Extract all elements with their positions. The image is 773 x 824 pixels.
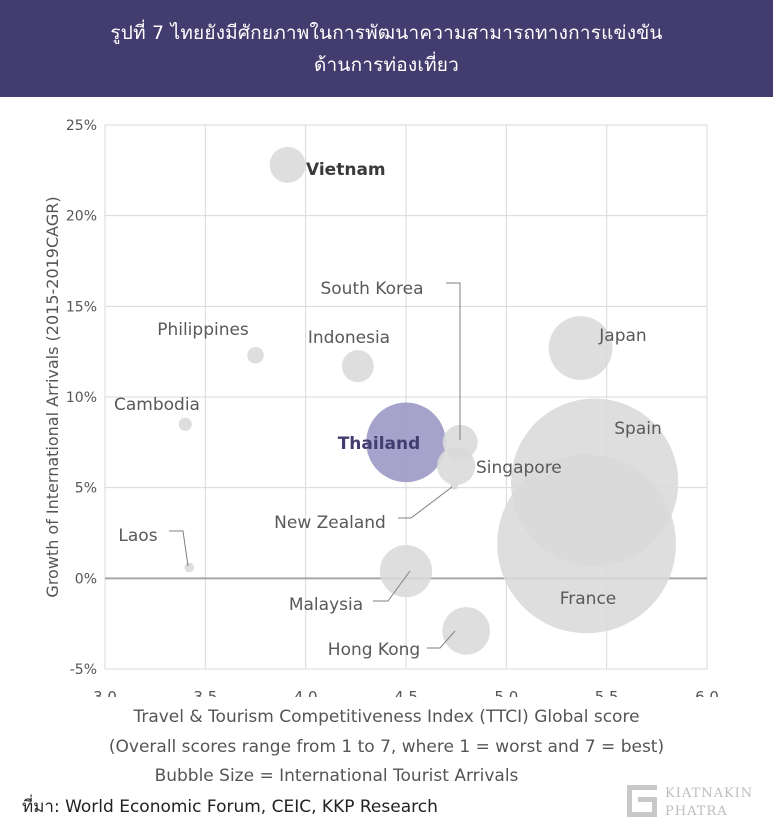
data-label-new-zealand: New Zealand — [274, 513, 386, 533]
leader-line-malaysia — [373, 570, 411, 602]
y-tick-label: 20% — [66, 209, 97, 225]
bubble-malaysia — [379, 544, 433, 598]
y-tick-label: 0% — [75, 571, 97, 587]
x-tick-label: 4.0 — [294, 688, 318, 697]
x-axis-label-line-1: Travel & Tourism Competitiveness Index (… — [133, 707, 640, 727]
bubble-laos — [184, 562, 195, 573]
x-tick-label: 6.0 — [695, 688, 719, 697]
kiatnakin-phatra-logo: KIATNAKIN PHATRA — [627, 785, 753, 819]
y-tick-label: 5% — [75, 481, 97, 497]
leader-line-laos — [169, 530, 189, 567]
x-tick-label: 3.5 — [193, 688, 217, 697]
leader-line-hong-kong — [427, 630, 456, 649]
x-tick-label: 3.0 — [93, 688, 117, 697]
x-tick-label: 5.5 — [595, 688, 619, 697]
bubble-south-korea — [442, 424, 478, 460]
data-label-malaysia: Malaysia — [289, 595, 363, 615]
bubble-size-note: Bubble Size = International Tourist Arri… — [154, 766, 519, 786]
data-label-south-korea: South Korea — [320, 279, 423, 299]
data-label-singapore: Singapore — [476, 458, 562, 478]
data-label-france: France — [560, 589, 617, 609]
bubble-thailand — [366, 402, 446, 483]
bubble-hong-kong — [442, 607, 491, 655]
data-label-laos: Laos — [118, 526, 157, 546]
data-label-cambodia: Cambodia — [114, 395, 200, 415]
bubble-new-zealand — [450, 481, 459, 490]
bubble-chart: 3.0 3.5 4.0 4.5 5.0 5.5 6.0 25% 20% 15% 10% 5% 0% -5%… — [43, 118, 719, 697]
data-label-philippines: Philippines — [157, 320, 249, 340]
data-label-thailand: Thailand — [338, 434, 421, 454]
x-axis-label-line-2: (Overall scores range from 1 to 7, where… — [108, 737, 665, 757]
y-axis-label: Growth of International Arrivals (2015-2… — [43, 196, 62, 597]
y-tick-label: -5% — [70, 662, 97, 678]
data-label-vietnam: Vietnam — [306, 160, 386, 180]
bubble-vietnam — [269, 146, 306, 183]
data-label-spain: Spain — [614, 419, 662, 439]
data-label-indonesia: Indonesia — [308, 328, 390, 348]
bubble-indonesia — [341, 350, 374, 383]
x-tick-label: 5.0 — [494, 688, 518, 697]
chart-title-line-1: รูปที่ 7 ไทยยังมีศักยภาพในการพัฒนาความสา… — [110, 21, 663, 44]
logo-line-2: PHATRA — [665, 804, 728, 819]
chart-title-line-2: ด้านการท่องเที่ยว — [313, 53, 459, 76]
data-label-hong-kong: Hong Kong — [328, 640, 420, 660]
bubble-spain — [510, 398, 679, 566]
bubble-philippines — [247, 346, 264, 364]
title-banner: รูปที่ 7 ไทยยังมีศักยภาพในการพัฒนาความสา… — [0, 0, 773, 97]
bubble-japan — [548, 316, 613, 380]
y-tick-label: 15% — [66, 299, 97, 315]
source-note: ที่มา: World Economic Forum, CEIC, KKP R… — [22, 797, 438, 817]
data-label-japan: Japan — [598, 326, 646, 346]
leader-line-south-korea — [446, 282, 461, 440]
bubble-cambodia — [178, 417, 192, 431]
y-tick-label: 25% — [66, 118, 97, 134]
leader-line-new-zealand — [398, 486, 453, 519]
y-tick-label: 10% — [66, 390, 97, 406]
x-tick-label: 4.5 — [394, 688, 418, 697]
logo-line-1: KIATNAKIN — [665, 786, 753, 801]
